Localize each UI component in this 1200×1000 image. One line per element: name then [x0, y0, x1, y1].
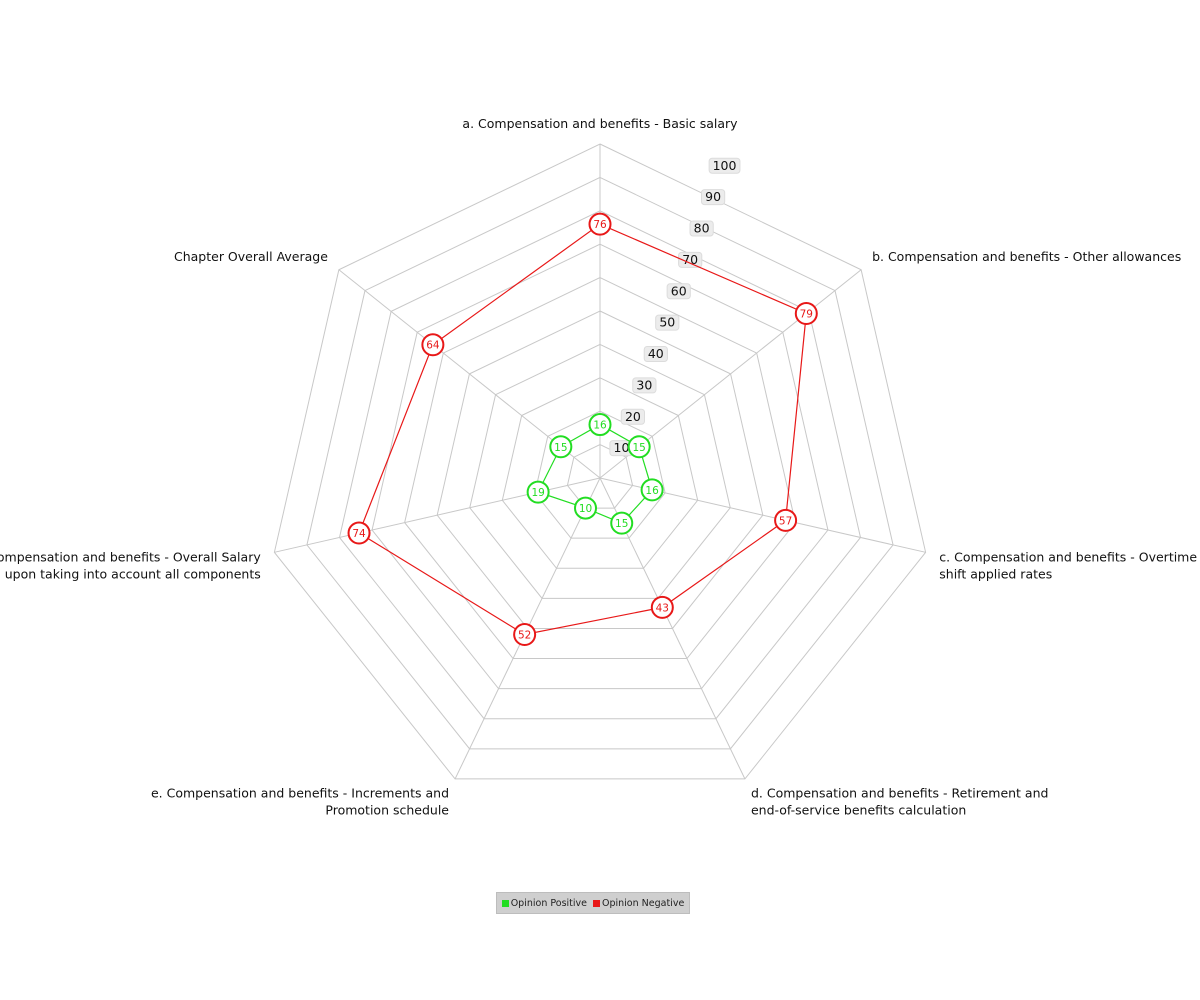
- tick-label-bg: [700, 189, 726, 206]
- tick-label: 10: [614, 440, 630, 455]
- grid-ring-10: [566, 444, 634, 509]
- tick-label-bg: [620, 408, 646, 425]
- data-point[interactable]: [774, 508, 798, 532]
- grid-ring-60: [404, 277, 796, 660]
- axis-spoke-5: [274, 477, 601, 553]
- data-label: 57: [779, 515, 792, 527]
- tick-label: 50: [659, 315, 675, 330]
- data-label: 15: [554, 442, 567, 454]
- legend-swatch-positive: [501, 899, 509, 907]
- axis-label-3: end-of-service benefits calculation: [751, 803, 966, 818]
- tick-label: 90: [705, 189, 721, 204]
- axis-label-3: d. Compensation and benefits - Retiremen…: [751, 786, 1048, 801]
- tick-label-bg: [666, 283, 691, 300]
- tick-label: 40: [648, 346, 664, 361]
- axis-label-4: e. Compensation and benefits - Increment…: [151, 786, 449, 801]
- legend-swatch-negative: [593, 899, 600, 907]
- data-label: 64: [426, 340, 440, 352]
- data-label: 74: [352, 528, 366, 540]
- grid-ring-40: [469, 343, 731, 599]
- data-point[interactable]: [549, 435, 573, 459]
- series-line: [358, 223, 807, 636]
- legend-label-positive: Opinion Positive: [510, 897, 587, 909]
- axis-label-5: f. Compensation and benefits - Overall S…: [0, 549, 261, 564]
- data-label: 15: [632, 442, 645, 454]
- data-point[interactable]: [640, 478, 664, 502]
- radial-tick-labels: 10 20 30 40 50 60 70 80 90 100: [609, 157, 741, 457]
- data-label: 16: [645, 485, 659, 497]
- grid-ring-30: [501, 377, 699, 569]
- tick-label: 70: [682, 252, 698, 267]
- data-point[interactable]: [574, 496, 598, 520]
- grid-ring-20: [534, 410, 666, 539]
- axis-label-2: c. Compensation and benefits - Overtime …: [939, 549, 1200, 564]
- data-point[interactable]: [421, 333, 445, 357]
- grid-ring-100: [273, 143, 927, 780]
- tick-label: 80: [694, 221, 710, 236]
- axis-label-6: Chapter Overall Average: [174, 249, 328, 264]
- tick-label-bg: [708, 157, 741, 174]
- data-point[interactable]: [588, 413, 612, 437]
- data-point[interactable]: [526, 480, 550, 504]
- series-opinion-negative: 76 79 57 43 52 74 64: [347, 212, 818, 646]
- data-point[interactable]: [513, 622, 537, 646]
- axis-label-0: a. Compensation and benefits - Basic sal…: [462, 116, 738, 131]
- legend-item-positive[interactable]: Opinion Positive: [501, 897, 587, 909]
- data-label: 10: [579, 503, 592, 515]
- tick-label: 60: [671, 283, 687, 298]
- data-label: 52: [518, 629, 531, 641]
- axis-label-5: package, upon taking into account all co…: [0, 566, 261, 581]
- radar-grid: [273, 143, 927, 780]
- grid-ring-80: [338, 210, 862, 720]
- tick-label-bg: [643, 346, 668, 363]
- data-point[interactable]: [588, 212, 612, 236]
- data-point[interactable]: [650, 595, 674, 619]
- tick-label: 100: [713, 158, 737, 173]
- data-label: 15: [615, 518, 628, 530]
- data-label: 43: [656, 602, 669, 614]
- tick-label-bg: [655, 314, 680, 331]
- data-label: 19: [531, 487, 544, 499]
- tick-label-bg: [632, 377, 657, 394]
- radar-spokes: [274, 144, 926, 780]
- grid-ring-90: [306, 176, 894, 750]
- data-point[interactable]: [347, 521, 371, 545]
- axis-label-2: shift applied rates: [939, 566, 1052, 581]
- tick-label: 20: [625, 409, 641, 424]
- data-point[interactable]: [610, 511, 634, 535]
- grid-ring-50: [436, 310, 764, 629]
- data-point[interactable]: [794, 301, 818, 325]
- axis-label-4: Promotion schedule: [325, 803, 449, 818]
- legend-item-negative[interactable]: Opinion Negative: [593, 898, 684, 909]
- grid-ring-70: [371, 243, 829, 690]
- tick-label-bg: [689, 220, 714, 237]
- chart-legend: Opinion Positive Opinion Negative: [496, 892, 690, 914]
- axis-label-1: b. Compensation and benefits - Other all…: [872, 249, 1181, 264]
- tick-label-bg: [678, 251, 703, 268]
- data-point[interactable]: [627, 435, 651, 459]
- data-label: 79: [800, 308, 813, 320]
- legend-label-negative: Opinion Negative: [602, 897, 685, 909]
- data-label: 16: [593, 420, 607, 432]
- data-label: 76: [593, 219, 607, 231]
- axis-labels: a. Compensation and benefits - Basic sal…: [0, 116, 1200, 818]
- tick-label: 30: [636, 377, 652, 392]
